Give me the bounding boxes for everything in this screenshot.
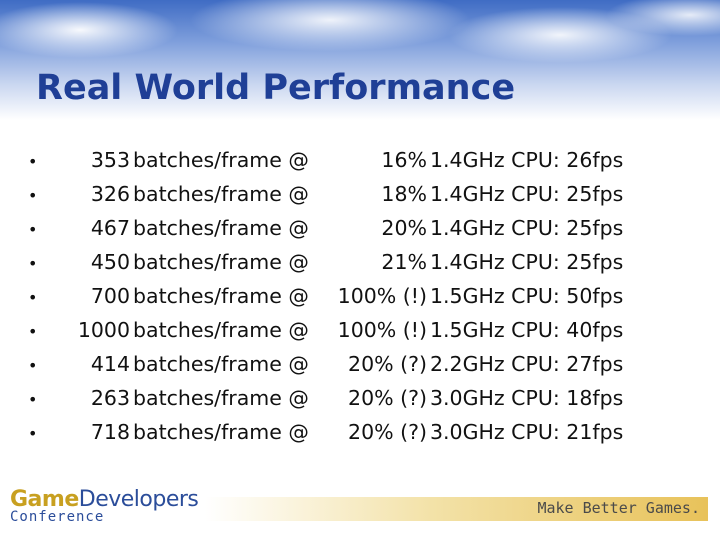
- cpu-percent: 100% (!): [337, 284, 427, 308]
- bullet-icon: •: [28, 356, 38, 375]
- tagline-bar: Make Better Games.: [205, 497, 708, 521]
- batch-count: 414: [90, 352, 130, 376]
- logo-game-text: Game: [10, 487, 79, 512]
- unit-label: batches/frame @: [133, 216, 309, 240]
- batch-count: 1000: [77, 318, 130, 342]
- list-item: • 450 batches/frame @ 21% 1.4GHz CPU: 25…: [22, 247, 702, 281]
- cpu-fps: 1.4GHz CPU: 25fps: [430, 182, 624, 206]
- slide-footer: GameDevelopers Conference Make Better Ga…: [0, 485, 720, 540]
- unit-label: batches/frame @: [133, 386, 309, 410]
- bullet-icon: •: [28, 424, 38, 443]
- unit-label: batches/frame @: [133, 420, 309, 444]
- list-item: • 414 batches/frame @ 20% (?) 2.2GHz CPU…: [22, 349, 702, 383]
- bullet-icon: •: [28, 186, 38, 205]
- cpu-fps: 3.0GHz CPU: 21fps: [430, 420, 624, 444]
- list-item: • 263 batches/frame @ 20% (?) 3.0GHz CPU…: [22, 383, 702, 417]
- unit-label: batches/frame @: [133, 182, 309, 206]
- bullet-icon: •: [28, 152, 38, 171]
- bullet-icon: •: [28, 390, 38, 409]
- slide-title: Real World Performance: [36, 68, 516, 108]
- performance-list: • 353 batches/frame @ 16% 1.4GHz CPU: 26…: [22, 145, 702, 451]
- bullet-icon: •: [28, 220, 38, 239]
- bullet-icon: •: [28, 322, 38, 341]
- batch-count: 326: [90, 182, 130, 206]
- list-item: • 1000 batches/frame @ 100% (!) 1.5GHz C…: [22, 315, 702, 349]
- logo-wordmark: GameDevelopers: [10, 487, 199, 512]
- cpu-percent: 21%: [381, 250, 427, 274]
- cpu-percent: 20% (?): [348, 420, 427, 444]
- cpu-fps: 3.0GHz CPU: 18fps: [430, 386, 624, 410]
- cpu-fps: 1.4GHz CPU: 26fps: [430, 148, 624, 172]
- batch-count: 700: [90, 284, 130, 308]
- batch-count: 467: [90, 216, 130, 240]
- batch-count: 450: [90, 250, 130, 274]
- list-item: • 353 batches/frame @ 16% 1.4GHz CPU: 26…: [22, 145, 702, 179]
- cpu-fps: 1.4GHz CPU: 25fps: [430, 250, 624, 274]
- logo-developers-text: Developers: [78, 487, 199, 512]
- cpu-fps: 1.5GHz CPU: 40fps: [430, 318, 624, 342]
- unit-label: batches/frame @: [133, 284, 309, 308]
- list-item: • 700 batches/frame @ 100% (!) 1.5GHz CP…: [22, 281, 702, 315]
- unit-label: batches/frame @: [133, 250, 309, 274]
- list-item: • 326 batches/frame @ 18% 1.4GHz CPU: 25…: [22, 179, 702, 213]
- batch-count: 353: [90, 148, 130, 172]
- cpu-fps: 1.4GHz CPU: 25fps: [430, 216, 624, 240]
- gdc-logo: GameDevelopers Conference: [10, 487, 199, 525]
- cpu-fps: 2.2GHz CPU: 27fps: [430, 352, 624, 376]
- bullet-icon: •: [28, 288, 38, 307]
- bullet-icon: •: [28, 254, 38, 273]
- cpu-percent: 20%: [381, 216, 427, 240]
- batch-count: 263: [90, 386, 130, 410]
- unit-label: batches/frame @: [133, 148, 309, 172]
- unit-label: batches/frame @: [133, 352, 309, 376]
- cpu-percent: 18%: [381, 182, 427, 206]
- list-item: • 467 batches/frame @ 20% 1.4GHz CPU: 25…: [22, 213, 702, 247]
- list-item: • 718 batches/frame @ 20% (?) 3.0GHz CPU…: [22, 417, 702, 451]
- cpu-fps: 1.5GHz CPU: 50fps: [430, 284, 624, 308]
- cpu-percent: 20% (?): [348, 386, 427, 410]
- tagline-text: Make Better Games.: [537, 499, 700, 517]
- cpu-percent: 100% (!): [337, 318, 427, 342]
- sky-header-background: [0, 0, 720, 120]
- logo-conference-text: Conference: [10, 509, 105, 525]
- unit-label: batches/frame @: [133, 318, 309, 342]
- batch-count: 718: [90, 420, 130, 444]
- cpu-percent: 20% (?): [348, 352, 427, 376]
- cpu-percent: 16%: [381, 148, 427, 172]
